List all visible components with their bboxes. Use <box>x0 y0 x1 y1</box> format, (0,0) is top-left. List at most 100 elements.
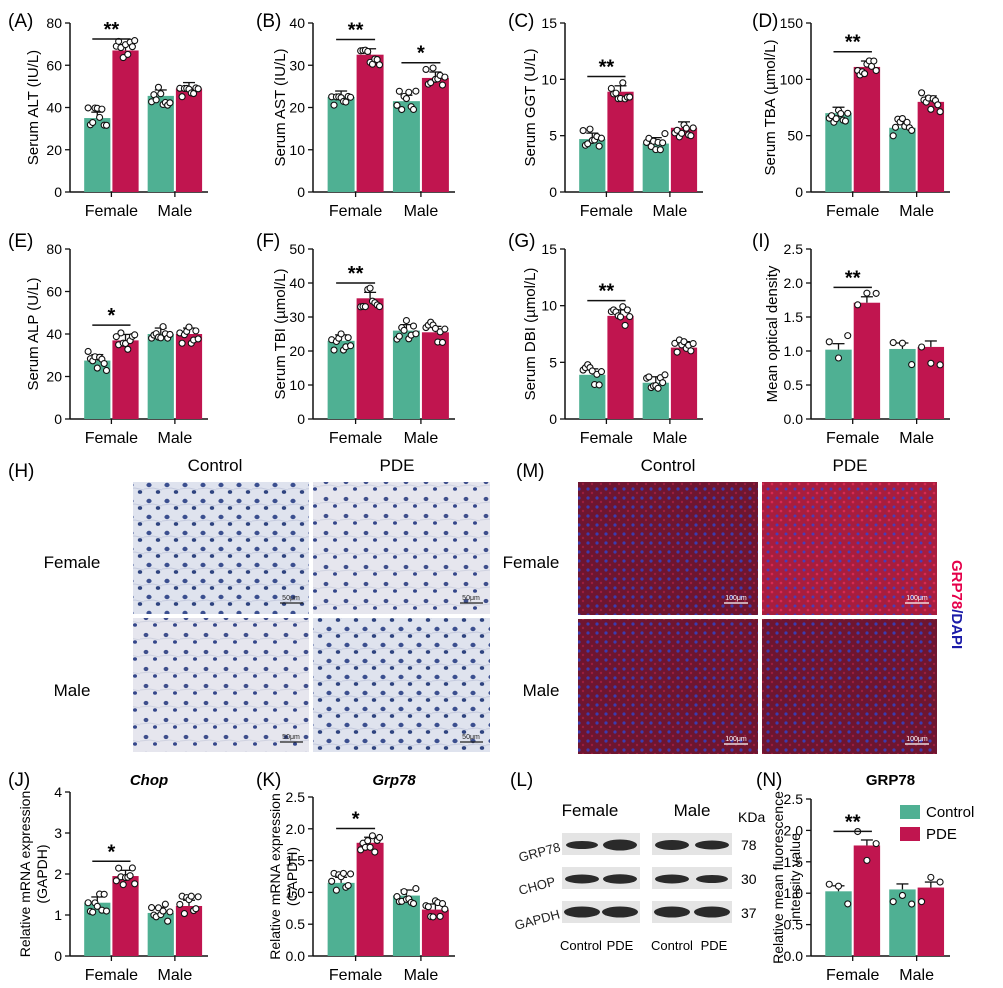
y-tick-label: 1.5 <box>784 309 804 325</box>
significance-marker: ** <box>599 281 615 303</box>
data-point <box>84 347 92 355</box>
data-point <box>344 334 352 342</box>
y-tick-label: 20 <box>289 343 305 359</box>
blot-band <box>603 839 637 851</box>
data-point <box>424 903 432 911</box>
data-point <box>176 900 184 908</box>
data-point <box>837 110 845 118</box>
data-point <box>588 367 596 375</box>
data-point <box>584 140 592 148</box>
y-tick-label: 10 <box>289 142 305 158</box>
data-point <box>597 368 606 376</box>
y-tick-label: 80 <box>46 241 62 257</box>
data-point <box>124 345 132 353</box>
data-point <box>597 134 606 142</box>
data-point <box>157 90 165 98</box>
panel-letter: (N) <box>756 770 782 791</box>
x-tick-label: Female <box>580 430 633 447</box>
y-tick-label: 0.0 <box>286 948 306 964</box>
chart-e: (E) 0 20 40 60 80 Serum ALP (U/L) Female Male * <box>8 231 208 447</box>
data-point <box>366 284 374 292</box>
x-tick-label: Male <box>899 967 934 983</box>
x-tick-label: Female <box>826 203 879 220</box>
blot-band <box>602 906 638 918</box>
bar-pde-female <box>607 91 634 192</box>
data-point <box>402 316 410 325</box>
panel-h: (H) Control PDE Female Male 50μm 50μm 50… <box>8 456 490 752</box>
panel-letter: (C) <box>508 11 534 32</box>
data-point <box>659 379 667 387</box>
x-tick-label: Female <box>580 203 633 220</box>
scale-bar-label: 50μm <box>462 734 480 741</box>
blot-group-male: Male <box>674 801 711 820</box>
bar-control-female <box>327 96 355 192</box>
data-point <box>84 104 92 112</box>
data-point <box>832 115 840 123</box>
blot-band <box>565 874 599 884</box>
blot-kda-grp78: 78 <box>741 837 757 853</box>
data-point <box>429 913 437 921</box>
y-tick-label: 0 <box>297 184 305 200</box>
blot-row-label-gapdh: GAPDH <box>513 906 562 932</box>
panel-letter: (A) <box>8 11 33 32</box>
bar-pde-female <box>853 302 881 419</box>
data-point <box>96 113 104 121</box>
y-tick-label: 40 <box>46 326 62 342</box>
bar-control-male <box>147 95 174 192</box>
data-point <box>157 334 165 342</box>
data-point <box>185 323 193 331</box>
histology-female-pde <box>313 482 490 614</box>
x-tick-label: Female <box>329 430 382 447</box>
data-point <box>409 322 418 330</box>
blot-band <box>696 875 728 883</box>
data-point <box>159 907 167 915</box>
chart-title: Chop <box>130 772 168 789</box>
x-tick-label: Female <box>85 203 138 220</box>
data-point <box>687 347 695 355</box>
y-tick-label: 0.0 <box>784 411 804 427</box>
panel-letter: (J) <box>8 770 30 791</box>
y-tick-label: 40 <box>289 15 305 31</box>
blot-row-label-chop: CHOP <box>517 874 557 898</box>
panel-letter: (I) <box>752 231 770 252</box>
x-tick-label: Male <box>653 203 688 220</box>
y-tick-label: 15 <box>541 241 557 257</box>
blot-band <box>695 840 729 850</box>
bar-pde-female <box>607 315 634 419</box>
y-tick-label: 1.0 <box>286 884 306 900</box>
data-point <box>347 93 355 101</box>
y-tick-label: 0 <box>54 411 62 427</box>
scale-bar-label: 50μm <box>462 595 480 602</box>
significance-marker: ** <box>845 32 861 54</box>
data-point <box>661 130 669 138</box>
blot-lane-label: PDE <box>607 938 634 953</box>
data-point <box>409 900 418 908</box>
bar-control-male <box>147 334 174 419</box>
legend: Control PDE <box>900 804 974 843</box>
y-tick-label: 15 <box>541 15 557 31</box>
y-tick-label: 30 <box>289 57 305 73</box>
panel-l: (L) Female Male KDa GRP78 CHOP GAPDH <box>510 770 765 953</box>
legend-swatch-pde <box>900 827 920 841</box>
data-point <box>405 88 413 96</box>
data-point <box>93 364 101 372</box>
data-point <box>395 87 403 95</box>
data-point <box>438 81 447 89</box>
data-point <box>128 864 136 872</box>
data-point <box>159 323 167 331</box>
y-tick-label: 0 <box>795 184 803 200</box>
data-point <box>398 106 406 114</box>
y-tick-label: 5 <box>549 128 557 144</box>
data-point <box>409 105 418 114</box>
y-tick-label: 50 <box>787 128 803 144</box>
blot-band <box>566 841 598 849</box>
data-point <box>131 880 139 888</box>
data-point <box>841 117 849 125</box>
panel-letter: (M) <box>516 461 544 482</box>
data-point <box>844 900 852 908</box>
bar-pde-female <box>112 340 139 419</box>
